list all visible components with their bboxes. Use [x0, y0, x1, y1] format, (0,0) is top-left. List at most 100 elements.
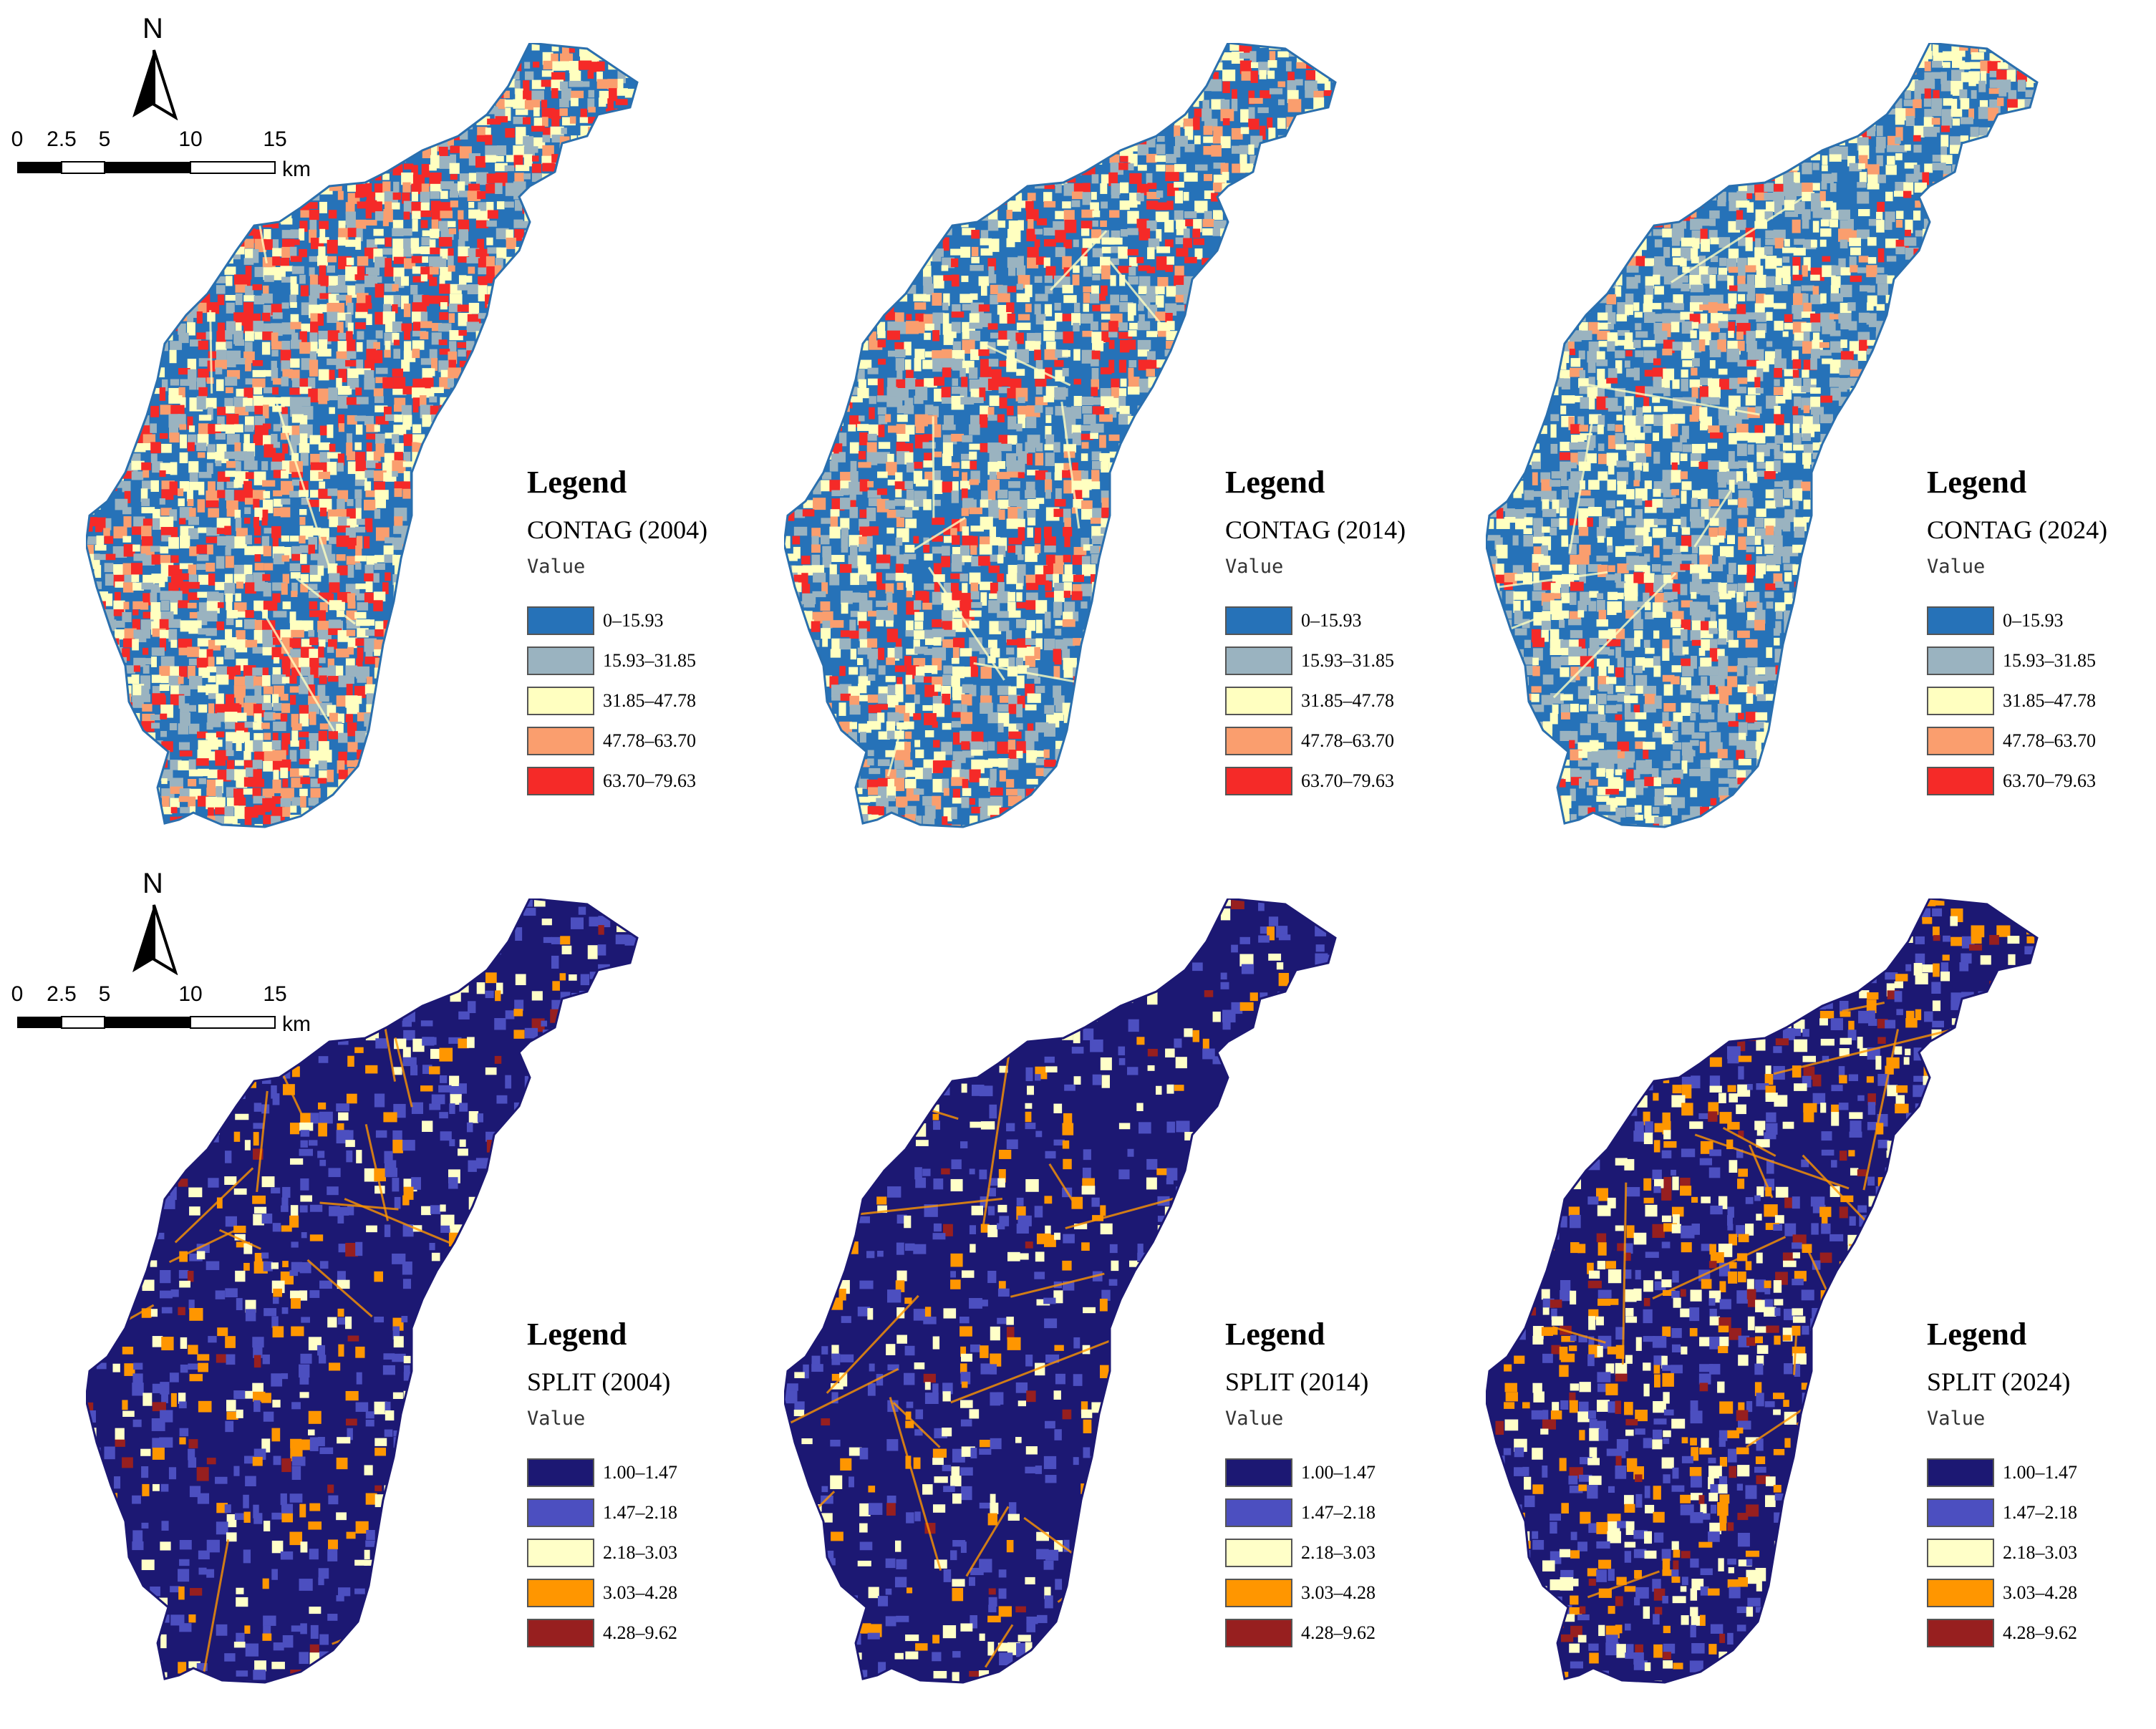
legend-swatch: [1225, 767, 1292, 795]
legend-item-label: 4.28–9.62: [1301, 1622, 1376, 1643]
legend-item: 31.85–47.78: [527, 681, 707, 721]
legend-item-label: 47.78–63.70: [603, 730, 696, 751]
region-map-split-2024: [1486, 899, 2039, 1684]
legend-swatch: [1927, 646, 1994, 675]
legend-item: 63.70–79.63: [527, 761, 707, 801]
scale-tick: 10: [178, 127, 203, 151]
legend-item-label: 15.93–31.85: [603, 650, 696, 671]
legend-item-label: 2.18–3.03: [603, 1542, 677, 1563]
legend-value-label: Value: [527, 1408, 586, 1430]
legend-title: CONTAG (2004): [527, 515, 708, 544]
legend-item: 1.47–2.18: [1225, 1493, 1376, 1533]
scale-bar-bottom: 0 2.5 5 10 15 km: [0, 982, 337, 1040]
legend-item: 1.47–2.18: [1927, 1493, 2077, 1533]
legend-split-2004: Legend SPLIT (2004) Value 1.00–1.47 1.47–2.1…: [527, 1319, 677, 1653]
legend-swatch: [1225, 1498, 1292, 1527]
legend-item: 1.00–1.47: [1927, 1453, 2077, 1493]
legend-item-label: 63.70–79.63: [2003, 770, 2096, 791]
legend-title: SPLIT (2014): [1225, 1367, 1369, 1396]
legend-item-label: 0–15.93: [1301, 610, 1362, 631]
north-label: N: [142, 868, 163, 899]
legend-item-label: 63.70–79.63: [1301, 770, 1394, 791]
region-map-contag-2024: [1486, 43, 2039, 828]
legend-item: 3.03–4.28: [1927, 1573, 2077, 1613]
legend-item-label: 63.70–79.63: [603, 770, 696, 791]
scale-tick: 2.5: [47, 982, 77, 1006]
legend-item: 1.47–2.18: [527, 1493, 677, 1533]
legend-swatch: [527, 727, 594, 755]
legend-item: 15.93–31.85: [527, 641, 707, 681]
legend-item: 2.18–3.03: [1225, 1533, 1376, 1573]
legend-title: SPLIT (2024): [1927, 1367, 2071, 1396]
legend-item-label: 1.00–1.47: [1301, 1462, 1376, 1483]
legend-swatch: [527, 687, 594, 715]
legend-item: 15.93–31.85: [1927, 641, 2107, 681]
legend-item-label: 47.78–63.70: [1301, 730, 1394, 751]
legend-title: CONTAG (2014): [1225, 515, 1406, 544]
legend-swatch: [1225, 1619, 1292, 1647]
legend-item-label: 0–15.93: [2003, 610, 2064, 631]
map-panel-contag-2014: [784, 43, 1500, 873]
legend-item: 0–15.93: [527, 601, 707, 641]
legend-item: 3.03–4.28: [527, 1573, 677, 1613]
legend-heading: Legend: [527, 1317, 627, 1352]
legend-item: 15.93–31.85: [1225, 641, 1406, 681]
scale-tick: 0: [11, 982, 24, 1006]
legend-value-label: Value: [1927, 556, 1986, 578]
legend-swatch: [1225, 1579, 1292, 1607]
legend-item-label: 4.28–9.62: [603, 1622, 677, 1643]
legend-swatch: [527, 1539, 594, 1567]
region-map-contag-2004: [86, 43, 639, 828]
legend-item: 47.78–63.70: [1927, 721, 2107, 761]
legend-item: 1.00–1.47: [1225, 1453, 1376, 1493]
map-panel-contag-2004: [86, 43, 802, 873]
legend-item-label: 31.85–47.78: [1301, 690, 1394, 711]
legend-title: CONTAG (2024): [1927, 515, 2108, 544]
region-border: [86, 43, 639, 828]
legend-item: 47.78–63.70: [527, 721, 707, 761]
scale-bar-graphic: [17, 1016, 276, 1029]
legend-swatch: [527, 1579, 594, 1607]
legend-heading: Legend: [1927, 465, 2027, 500]
legend-item: 2.18–3.03: [1927, 1533, 2077, 1573]
legend-item: 63.70–79.63: [1225, 761, 1406, 801]
legend-item-label: 31.85–47.78: [2003, 690, 2096, 711]
legend-item: 2.18–3.03: [527, 1533, 677, 1573]
legend-swatch: [1927, 687, 1994, 715]
legend-item: 0–15.93: [1225, 601, 1406, 641]
legend-swatch: [1225, 606, 1292, 635]
north-arrow-icon: [132, 49, 178, 120]
legend-swatch: [1927, 1579, 1994, 1607]
legend-title: SPLIT (2004): [527, 1367, 671, 1396]
north-arrow-icon: [132, 904, 178, 975]
legend-heading: Legend: [1225, 465, 1325, 500]
scale-tick: 2.5: [47, 127, 77, 151]
legend-heading: Legend: [1927, 1317, 2027, 1352]
legend-split-2024: Legend SPLIT (2024) Value 1.00–1.47 1.47–2.1…: [1927, 1319, 2077, 1653]
legend-item: 31.85–47.78: [1225, 681, 1406, 721]
legend-item-label: 15.93–31.85: [2003, 650, 2096, 671]
legend-item: 3.03–4.28: [1225, 1573, 1376, 1613]
region-map-split-2004: [86, 899, 639, 1684]
legend-split-2014: Legend SPLIT (2014) Value 1.00–1.47 1.47–2.1…: [1225, 1319, 1376, 1653]
north-label: N: [142, 13, 163, 44]
legend-item: 31.85–47.78: [1927, 681, 2107, 721]
legend-item-label: 3.03–4.28: [603, 1582, 677, 1603]
legend-item-label: 47.78–63.70: [2003, 730, 2096, 751]
region-border: [86, 899, 639, 1684]
legend-value-label: Value: [1225, 1408, 1284, 1430]
scale-unit: km: [282, 1012, 311, 1036]
legend-item-label: 0–15.93: [603, 610, 664, 631]
legend-swatch: [1225, 1458, 1292, 1487]
legend-value-label: Value: [1927, 1408, 1986, 1430]
legend-swatch: [527, 1458, 594, 1487]
legend-swatch: [527, 1619, 594, 1647]
legend-swatch: [527, 646, 594, 675]
legend-swatch: [1225, 646, 1292, 675]
legend-item-label: 1.47–2.18: [2003, 1502, 2077, 1523]
legend-item-label: 3.03–4.28: [2003, 1582, 2077, 1603]
legend-item: 4.28–9.62: [1927, 1613, 2077, 1653]
scale-bar-graphic: [17, 161, 276, 174]
legend-item-label: 1.47–2.18: [1301, 1502, 1376, 1523]
legend-swatch: [1927, 606, 1994, 635]
